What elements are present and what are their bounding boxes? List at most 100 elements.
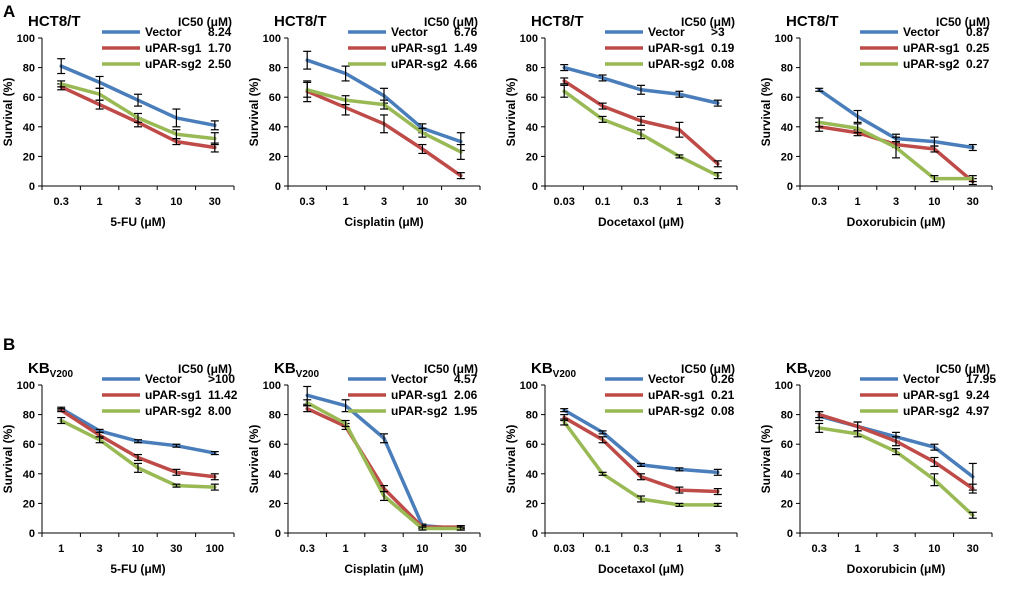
error-bar-upar-sg1 (57, 408, 66, 413)
x-tick-label: 1 (855, 196, 861, 208)
chart-title: KBV200 (28, 360, 73, 380)
chart-6: KBV200 IC50 (μM) 0 20 40 60 80 100 0.3 1 3 10 30 Cisp… (247, 360, 481, 576)
legend-label: Vector (145, 25, 182, 39)
y-tick-label: 0 (532, 181, 538, 193)
x-tick-label: 0.3 (300, 543, 315, 555)
legend-label: Vector (391, 372, 428, 386)
y-tick-label: 40 (23, 122, 35, 134)
chart-title-subscript: V200 (553, 369, 577, 380)
ic50-value: 11.42 (208, 388, 238, 402)
error-bar-upar-sg2 (675, 154, 684, 159)
y-axis-title: Survival (%) (247, 425, 261, 494)
error-bar-upar-sg2 (968, 511, 977, 519)
error-bar-upar-sg2 (598, 471, 607, 476)
error-bar-vector (380, 433, 388, 444)
error-bar-vector (968, 143, 977, 152)
legend-label: uPAR-sg1 (391, 41, 448, 55)
error-bar-upar-sg2 (713, 172, 722, 180)
ic50-value: 4.66 (454, 57, 478, 71)
y-tick-label: 100 (775, 380, 793, 392)
error-bar-upar-sg2 (134, 112, 142, 123)
ic50-header: IC50 (μM) (178, 15, 232, 29)
x-tick-label: 1 (343, 543, 349, 555)
error-bar-upar-sg2 (418, 127, 427, 138)
error-bar-vector (172, 108, 181, 128)
error-bar-upar-sg2 (57, 80, 66, 88)
chart-title-main: KB (786, 360, 808, 377)
x-tick-label: 1 (343, 196, 349, 208)
y-tick-label: 60 (23, 92, 35, 104)
legend-label: uPAR-sg1 (903, 41, 960, 55)
error-bar-upar-sg1 (637, 473, 645, 481)
chart-title-main: KB (531, 360, 553, 377)
error-bar-upar-sg2 (637, 495, 645, 503)
error-bar-upar-sg1 (134, 453, 142, 462)
ic50-value: 2.50 (208, 57, 232, 71)
error-bar-upar-sg2 (637, 129, 645, 140)
chart-2: HCT8/T IC50 (μM) 0 20 40 60 80 100 0.3 1 3 10 30 Cisp… (247, 13, 481, 229)
x-axis-title: 5-FU (μM) (110, 562, 165, 576)
y-tick-label: 80 (23, 410, 35, 422)
error-bar-vector (598, 74, 607, 82)
error-bar-upar-sg1 (637, 115, 645, 126)
error-bar-upar-sg2 (930, 473, 939, 487)
error-bar-upar-sg1 (456, 172, 465, 180)
error-bar-upar-sg2 (134, 462, 142, 473)
y-tick-label: 40 (781, 469, 793, 481)
error-bar-vector (560, 64, 569, 72)
error-bar-upar-sg2 (560, 418, 569, 426)
x-tick-label: 3 (893, 196, 899, 208)
error-bar-upar-sg1 (380, 114, 388, 134)
error-bar-upar-sg2 (675, 502, 684, 507)
y-tick-label: 40 (526, 469, 538, 481)
ic50-header: IC50 (μM) (424, 362, 478, 376)
ic50-value: 4.57 (454, 372, 478, 386)
legend-label: uPAR-sg2 (903, 404, 960, 418)
error-bar-upar-sg2 (95, 87, 104, 101)
x-tick-label: 3 (893, 543, 899, 555)
y-tick-label: 40 (23, 469, 35, 481)
ic50-value: 2.06 (454, 388, 478, 402)
y-tick-label: 60 (526, 92, 538, 104)
error-bar-vector (713, 468, 722, 476)
y-tick-label: 80 (23, 63, 35, 75)
y-tick-label: 20 (23, 498, 35, 510)
legend-label: Vector (391, 25, 428, 39)
error-bar-upar-sg2 (303, 81, 312, 98)
error-bar-upar-sg1 (598, 436, 607, 444)
x-tick-label: 0.03 (553, 196, 574, 208)
chart-3: HCT8/T IC50 (μM) 0 20 40 60 80 100 0.03 0.1 0.3 1 3 D… (504, 13, 738, 229)
ic50-value: 0.27 (966, 57, 990, 71)
x-tick-label: 100 (206, 543, 224, 555)
y-tick-label: 60 (269, 92, 281, 104)
legend-label: Vector (648, 372, 685, 386)
chart-title: KBV200 (531, 360, 576, 380)
ic50-value: 8.24 (208, 25, 232, 39)
error-bar-upar-sg2 (968, 175, 977, 183)
x-tick-label: 0.3 (633, 543, 648, 555)
chart-7: KBV200 IC50 (μM) 0 20 40 60 80 100 0.03 0.1 0.3 1 3 D… (504, 360, 738, 576)
error-bar-upar-sg1 (560, 77, 569, 85)
error-bar-upar-sg1 (968, 483, 977, 494)
x-tick-label: 10 (132, 543, 144, 555)
ic50-header: IC50 (μM) (424, 15, 478, 29)
y-tick-label: 60 (526, 439, 538, 451)
chart-title: KBV200 (786, 360, 831, 380)
x-tick-label: 0.1 (595, 543, 610, 555)
chart-title-subscript: V200 (808, 369, 832, 380)
y-tick-label: 0 (787, 528, 793, 540)
x-tick-label: 1 (676, 543, 682, 555)
ic50-value: 8.00 (208, 404, 232, 418)
error-bar-upar-sg2 (380, 490, 388, 502)
ic50-value: 0.26 (711, 372, 735, 386)
error-bar-upar-sg2 (930, 175, 939, 183)
y-tick-label: 60 (269, 439, 281, 451)
error-bar-upar-sg2 (172, 129, 181, 140)
x-tick-label: 10 (416, 196, 428, 208)
y-tick-label: 60 (781, 92, 793, 104)
error-bar-upar-sg2 (172, 483, 181, 488)
legend-label: Vector (145, 372, 182, 386)
error-bar-vector (341, 65, 350, 82)
legend-label: uPAR-sg1 (145, 41, 202, 55)
chart-title-subscript: V200 (50, 369, 74, 380)
